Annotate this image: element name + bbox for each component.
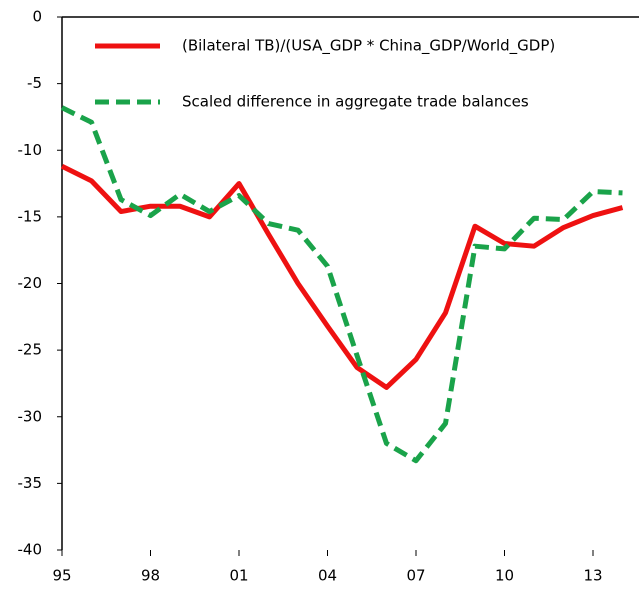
x-tick-label: 13: [583, 567, 602, 585]
x-tick-label: 10: [495, 567, 514, 585]
y-tick-label: -30: [18, 407, 43, 425]
y-tick-label: -20: [18, 274, 43, 292]
x-tick-label: 04: [318, 567, 337, 585]
x-tick-label: 95: [52, 567, 71, 585]
y-tick-label: -35: [18, 474, 43, 492]
y-tick-label: -40: [18, 541, 43, 559]
legend-label: (Bilateral TB)/(USA_GDP * China_GDP/Worl…: [182, 37, 555, 56]
y-tick-label: -25: [18, 341, 43, 359]
series-line: [60, 105, 623, 464]
x-tick-label: 07: [406, 567, 425, 585]
series-line: [60, 164, 624, 390]
y-tick-label: -10: [18, 141, 43, 159]
y-tick-label: -5: [27, 74, 42, 92]
y-tick-label: 0: [32, 8, 42, 26]
y-tick-label: -15: [18, 207, 43, 225]
x-tick-label: 01: [229, 567, 248, 585]
legend-label: Scaled difference in aggregate trade bal…: [182, 93, 529, 111]
x-tick-label: 98: [141, 567, 160, 585]
